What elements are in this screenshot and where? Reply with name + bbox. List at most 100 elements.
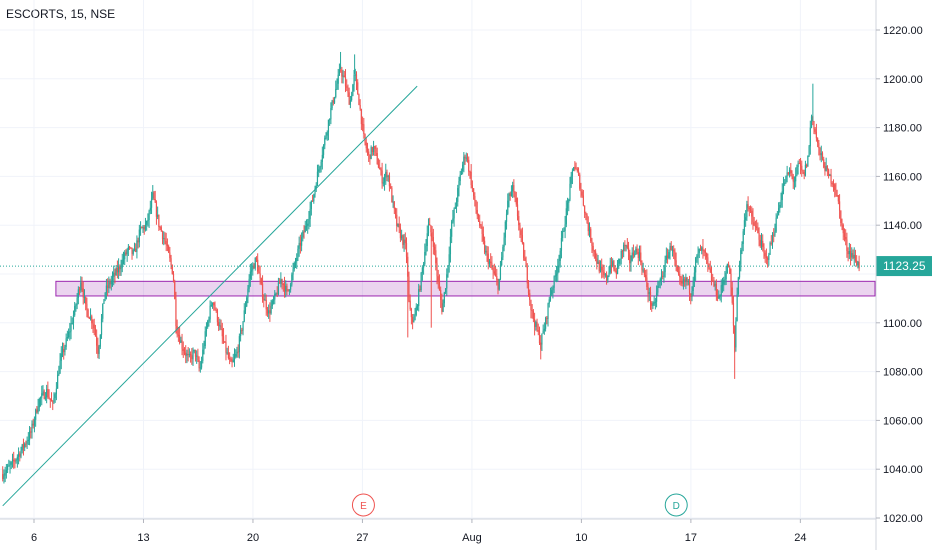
candle-body [581, 191, 583, 196]
candle [257, 253, 259, 275]
candle [38, 397, 40, 412]
candle [100, 313, 103, 339]
candle-body [48, 396, 50, 399]
candle [505, 209, 508, 230]
candle [775, 213, 777, 233]
candle-body [640, 252, 642, 263]
candle-body [127, 246, 129, 251]
candle-body [490, 261, 492, 263]
candle-body [274, 293, 276, 300]
candle-body [370, 147, 372, 160]
candle [336, 78, 338, 90]
candle [663, 265, 665, 283]
candle-body [103, 299, 105, 304]
candle [621, 249, 624, 259]
candle-body [525, 260, 527, 267]
candle-body [211, 302, 214, 305]
candle [372, 140, 375, 156]
candle [292, 262, 294, 281]
event-marker[interactable]: E [351, 493, 375, 517]
candle-body [707, 257, 709, 264]
candle [247, 284, 249, 304]
candle [647, 282, 649, 303]
candle-body [149, 207, 151, 211]
candle-body [508, 193, 510, 201]
candle-body [303, 231, 305, 233]
candle [582, 189, 585, 207]
candle-body [36, 409, 38, 413]
candle [549, 287, 552, 302]
candle [175, 291, 177, 334]
candle [182, 341, 184, 358]
candle [342, 69, 344, 84]
candle [108, 276, 110, 293]
candle [817, 137, 819, 148]
candle [729, 265, 731, 275]
trendline[interactable] [2, 85, 418, 507]
candle [516, 197, 519, 221]
candle-body [337, 74, 339, 84]
candle-body [324, 137, 326, 146]
candle-body [697, 252, 699, 257]
candle-body [623, 244, 625, 251]
candle-body [311, 200, 314, 202]
candle-body [13, 459, 15, 462]
candle [157, 206, 159, 220]
candle-body [551, 290, 553, 295]
support-zone-rect[interactable] [55, 280, 876, 297]
candle [691, 286, 693, 302]
candle [368, 148, 370, 162]
candle [543, 322, 545, 335]
candle-body [307, 223, 309, 226]
candle [444, 288, 447, 294]
candle-body [437, 276, 439, 282]
candle-body [483, 240, 486, 253]
candle [598, 259, 600, 274]
candle-body [31, 423, 33, 433]
candle-body [161, 231, 164, 239]
candle [603, 264, 605, 280]
candle [826, 165, 828, 177]
candle [496, 268, 498, 286]
candle [143, 224, 145, 235]
candle [99, 334, 101, 350]
candle-body [187, 353, 189, 355]
candle-body [341, 70, 343, 77]
candle-body [841, 222, 843, 225]
candle-body [795, 175, 797, 182]
candle [126, 248, 128, 262]
candle-body [662, 275, 664, 277]
candle [349, 95, 351, 109]
event-marker-circle[interactable] [351, 493, 375, 517]
candle-body [582, 195, 585, 206]
candle [146, 220, 148, 231]
candle [276, 286, 278, 298]
candle [249, 263, 251, 287]
candle [416, 304, 419, 311]
candle-body [60, 353, 62, 361]
candle [447, 265, 449, 278]
candle [641, 260, 643, 276]
candle-body [11, 459, 14, 463]
candle-body [241, 329, 243, 331]
candle-body [756, 226, 758, 229]
candle-body [835, 190, 837, 196]
candle [747, 196, 749, 212]
time-tick-label: Aug [462, 532, 482, 544]
candle-body [227, 352, 230, 359]
candle [441, 293, 443, 315]
event-marker[interactable]: D [664, 493, 688, 517]
candle-body [380, 169, 382, 171]
candle [454, 202, 456, 210]
event-marker-circle[interactable] [664, 493, 688, 517]
candle-body [119, 266, 121, 270]
candle-body [710, 272, 713, 281]
candle [509, 191, 511, 201]
candle [836, 189, 838, 197]
candle-body [381, 170, 383, 184]
candle [87, 308, 89, 319]
candle [109, 278, 111, 289]
candle [846, 232, 848, 258]
candle-body [214, 305, 216, 310]
